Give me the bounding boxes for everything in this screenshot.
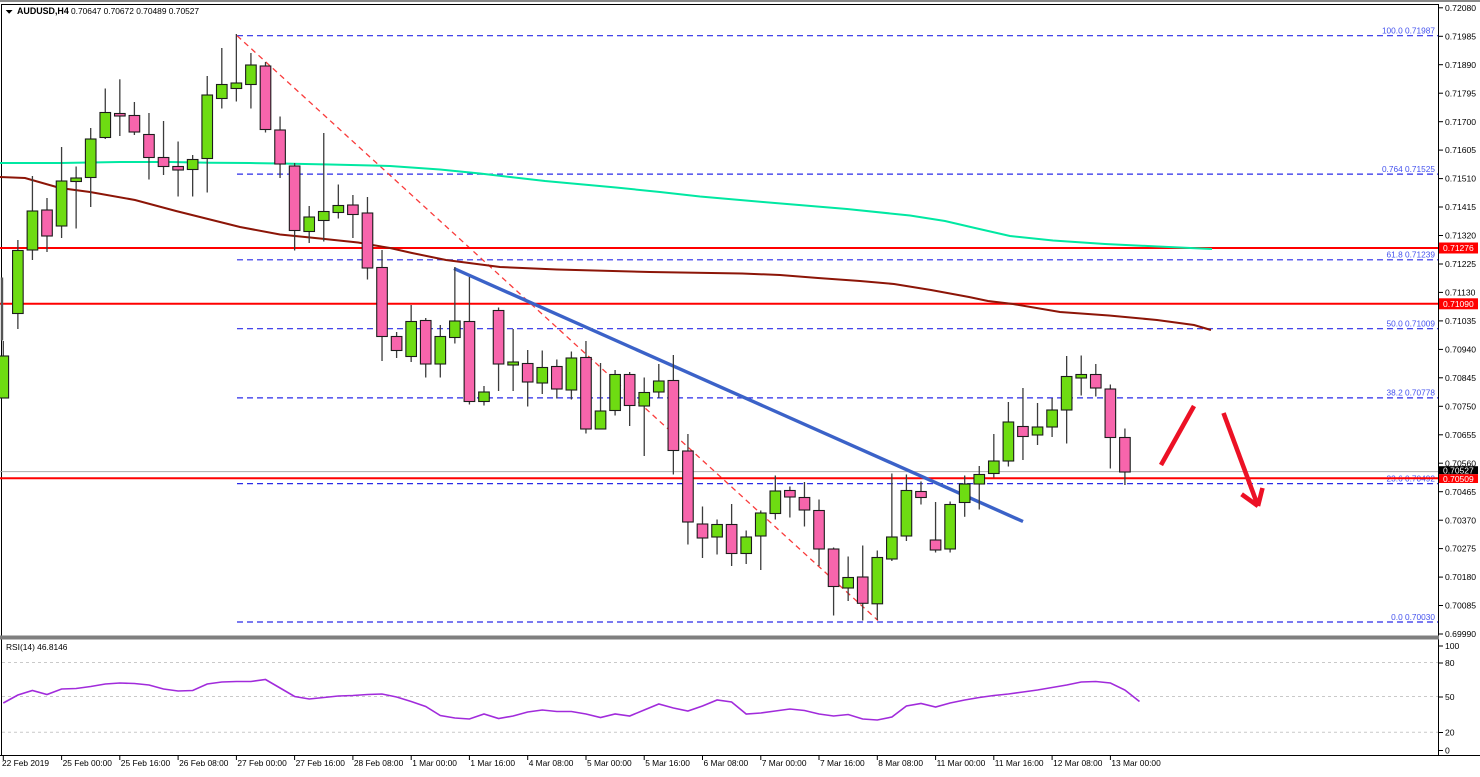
svg-text:0.70370: 0.70370: [1445, 515, 1476, 525]
svg-text:6 Mar 08:00: 6 Mar 08:00: [704, 758, 749, 768]
svg-text:50.0 0.71009: 50.0 0.71009: [1387, 319, 1436, 329]
svg-text:0.71225: 0.71225: [1445, 259, 1476, 269]
svg-text:80: 80: [1445, 658, 1455, 668]
svg-text:0.70085: 0.70085: [1445, 601, 1476, 611]
svg-text:0.71890: 0.71890: [1445, 60, 1476, 70]
svg-text:0.71320: 0.71320: [1445, 231, 1476, 241]
svg-text:100: 100: [1445, 641, 1460, 651]
svg-text:0.71035: 0.71035: [1445, 316, 1476, 326]
svg-text:5 Mar 00:00: 5 Mar 00:00: [587, 758, 632, 768]
svg-text:0.70647 0.70672 0.70489 0.7052: 0.70647 0.70672 0.70489 0.70527: [71, 6, 199, 16]
svg-text:0.69990: 0.69990: [1445, 629, 1476, 639]
svg-text:0.70655: 0.70655: [1445, 430, 1476, 440]
svg-text:0.71605: 0.71605: [1445, 145, 1476, 155]
svg-text:11 Mar 00:00: 11 Mar 00:00: [937, 758, 986, 768]
svg-text:8 Mar 08:00: 8 Mar 08:00: [878, 758, 923, 768]
svg-text:100.0 0.71987: 100.0 0.71987: [1382, 26, 1435, 36]
svg-text:5 Mar 16:00: 5 Mar 16:00: [645, 758, 690, 768]
svg-text:22 Feb 2019: 22 Feb 2019: [2, 758, 49, 768]
svg-text:0.71090: 0.71090: [1443, 299, 1474, 309]
svg-text:0.71510: 0.71510: [1445, 174, 1476, 184]
svg-text:50: 50: [1445, 692, 1455, 702]
svg-text:27 Feb 00:00: 27 Feb 00:00: [237, 758, 287, 768]
svg-text:1 Mar 00:00: 1 Mar 00:00: [412, 758, 457, 768]
svg-text:0.72080: 0.72080: [1445, 3, 1476, 13]
svg-text:38.2 0.70778: 38.2 0.70778: [1387, 388, 1436, 398]
svg-text:1 Mar 16:00: 1 Mar 16:00: [470, 758, 515, 768]
svg-text:11 Mar 16:00: 11 Mar 16:00: [995, 758, 1044, 768]
svg-text:0.70527: 0.70527: [1443, 466, 1474, 476]
svg-text:13 Mar 00:00: 13 Mar 00:00: [1111, 758, 1161, 768]
svg-text:0.71130: 0.71130: [1445, 288, 1476, 298]
svg-text:0.71276: 0.71276: [1443, 243, 1474, 253]
svg-text:0.70845: 0.70845: [1445, 373, 1476, 383]
svg-text:RSI(14) 46.8146: RSI(14) 46.8146: [6, 642, 68, 652]
svg-text:0.0 0.70030: 0.0 0.70030: [1391, 612, 1435, 622]
svg-text:28 Feb 08:00: 28 Feb 08:00: [354, 758, 404, 768]
svg-text:AUDUSD,H4: AUDUSD,H4: [17, 6, 69, 16]
svg-text:27 Feb 16:00: 27 Feb 16:00: [296, 758, 346, 768]
svg-text:0: 0: [1445, 746, 1450, 756]
svg-text:0.70180: 0.70180: [1445, 572, 1476, 582]
svg-text:0.71415: 0.71415: [1445, 202, 1476, 212]
svg-text:0.70750: 0.70750: [1445, 401, 1476, 411]
svg-text:12 Mar 08:00: 12 Mar 08:00: [1053, 758, 1103, 768]
svg-text:25 Feb 16:00: 25 Feb 16:00: [121, 758, 171, 768]
svg-text:0.70940: 0.70940: [1445, 345, 1476, 355]
svg-text:4 Mar 08:00: 4 Mar 08:00: [529, 758, 574, 768]
svg-text:0.71795: 0.71795: [1445, 88, 1476, 98]
svg-text:0.70465: 0.70465: [1445, 487, 1476, 497]
svg-text:0.71985: 0.71985: [1445, 31, 1476, 41]
svg-text:61.8 0.71239: 61.8 0.71239: [1387, 250, 1436, 260]
svg-text:0.70275: 0.70275: [1445, 544, 1476, 554]
svg-text:0.70509: 0.70509: [1443, 474, 1474, 484]
svg-text:20: 20: [1445, 728, 1455, 738]
svg-text:0.764 0.71525: 0.764 0.71525: [1382, 164, 1435, 174]
svg-text:7 Mar 16:00: 7 Mar 16:00: [820, 758, 865, 768]
svg-text:26 Feb 08:00: 26 Feb 08:00: [179, 758, 229, 768]
svg-text:0.71700: 0.71700: [1445, 117, 1476, 127]
svg-text:25 Feb 00:00: 25 Feb 00:00: [63, 758, 113, 768]
svg-text:0.70560: 0.70560: [1445, 458, 1476, 468]
svg-text:7 Mar 00:00: 7 Mar 00:00: [762, 758, 807, 768]
